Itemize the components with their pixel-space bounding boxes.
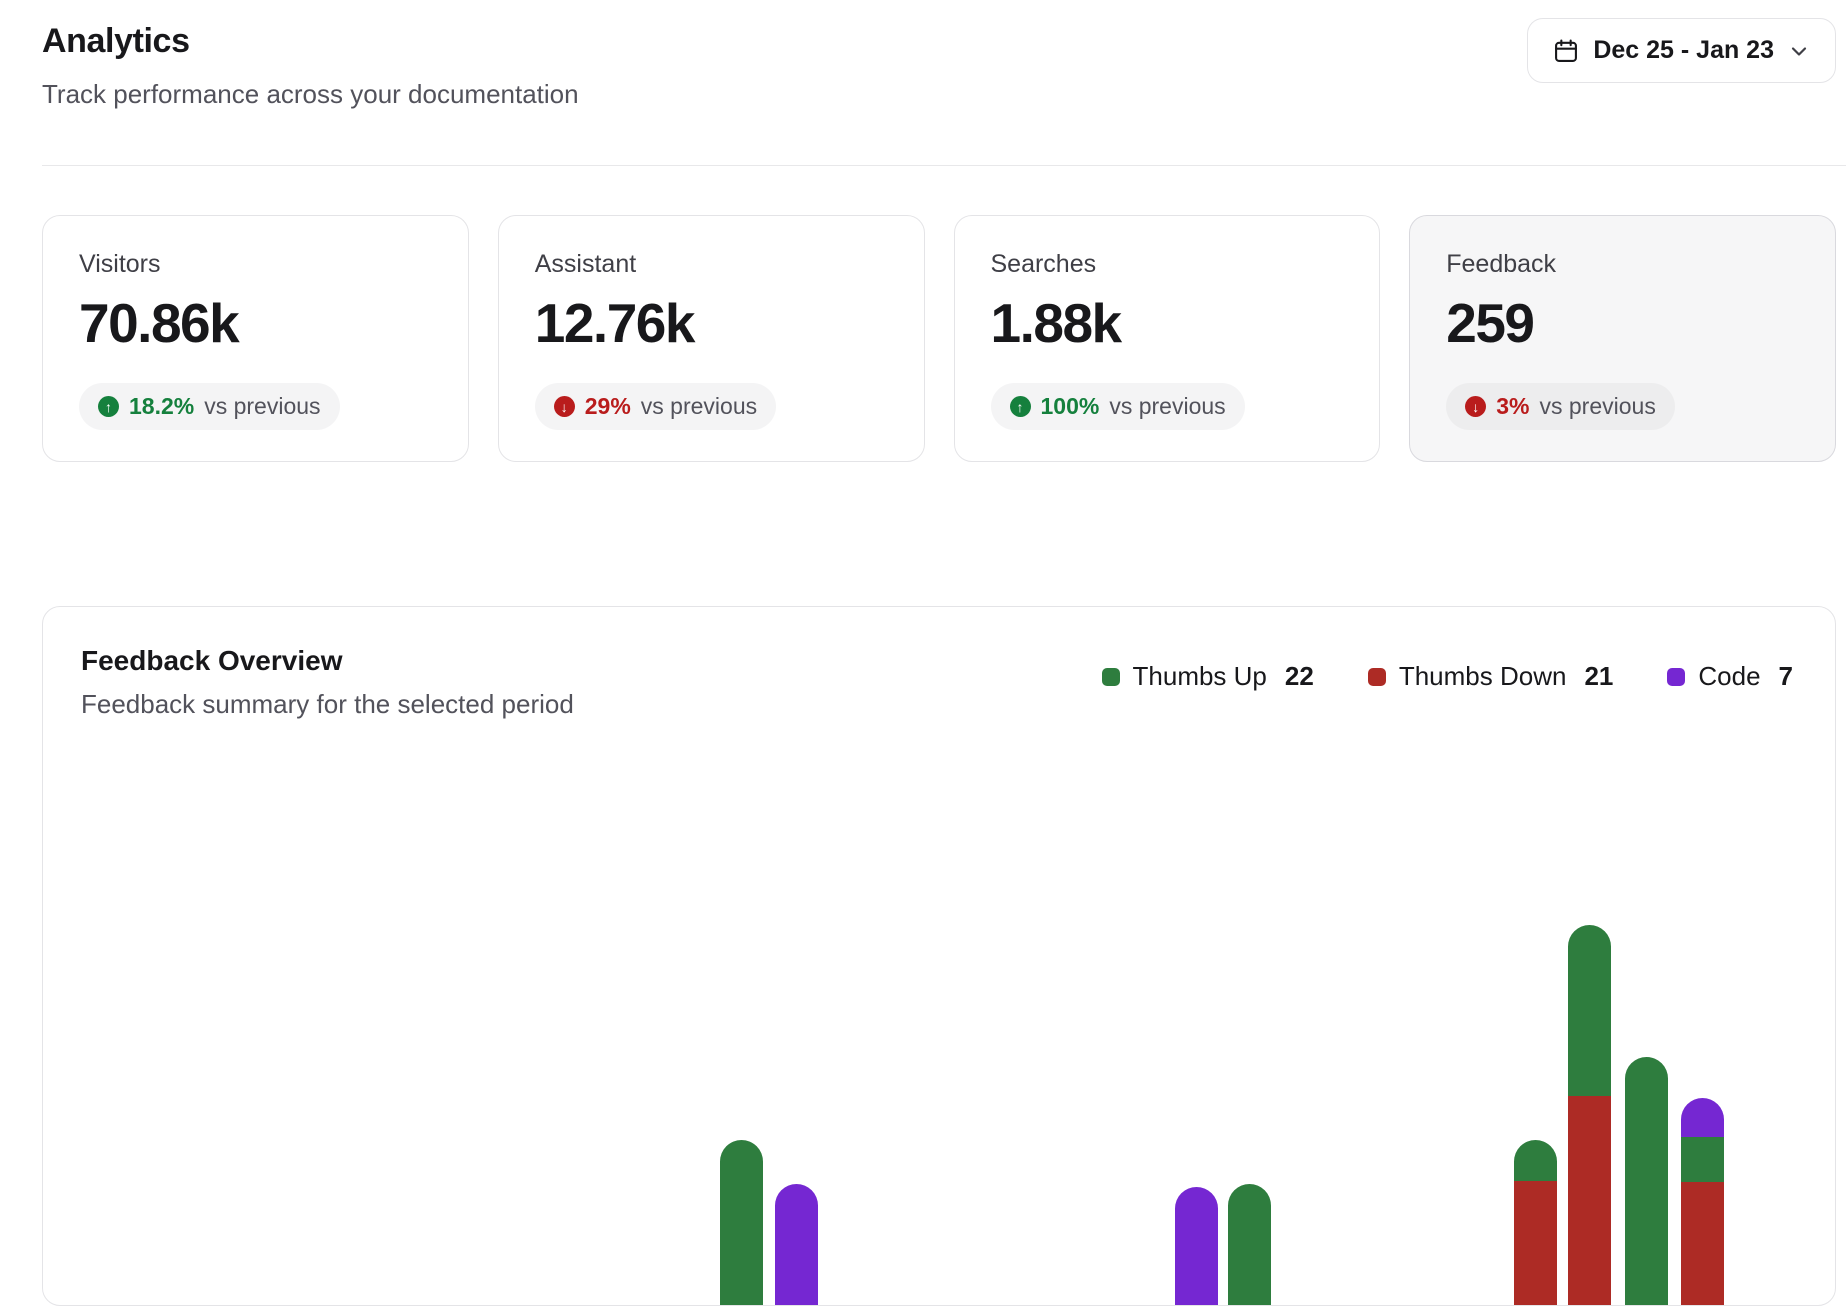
chart-bar[interactable] [775, 1184, 818, 1305]
chart-bar-segment-up [1228, 1184, 1271, 1305]
stat-value: 1.88k [990, 292, 1123, 354]
legend-item-thumbs-up[interactable]: Thumbs Up 22 [1101, 661, 1314, 692]
trend-down-icon [553, 396, 575, 417]
stat-card-feedback[interactable]: Feedback 259 3% vs previous [1409, 215, 1836, 462]
trend-badge: 29% vs previous [534, 383, 777, 430]
stat-value: 70.86k [79, 292, 240, 354]
header-divider [42, 165, 1846, 166]
chart-bar[interactable] [1568, 925, 1611, 1305]
trend-delta: 29% [584, 393, 631, 419]
legend-count: 22 [1284, 661, 1314, 691]
page-header: Analytics Track performance across your … [0, 0, 1846, 165]
trend-delta: 100% [1040, 393, 1100, 419]
analytics-page: Analytics Track performance across your … [0, 0, 1846, 1210]
chart-bar-segment-down [1514, 1181, 1557, 1305]
chart-legend: Thumbs Up 22 Thumbs Down 21 Code 7 [1101, 661, 1793, 692]
page-subtitle: Track performance across your documentat… [42, 79, 579, 109]
thumbs-down-swatch-icon [1367, 667, 1386, 686]
code-swatch-icon [1667, 667, 1686, 686]
chart-bar-segment-up [720, 1140, 763, 1305]
stat-label: Searches [990, 250, 1097, 278]
trend-badge: 3% vs previous [1446, 383, 1675, 430]
section-title: Feedback Overview [81, 645, 343, 676]
date-range-picker[interactable]: Dec 25 - Jan 23 [1527, 18, 1836, 83]
stats-row: Visitors 70.86k 18.2% vs previous Assist… [42, 215, 1836, 462]
trend-up-icon [1009, 396, 1031, 417]
chart-bar[interactable] [1681, 1098, 1724, 1305]
trend-comparison-label: vs previous [1109, 393, 1226, 419]
feedback-overview-heading-group: Feedback Overview Feedback summary for t… [81, 645, 574, 720]
legend-item-thumbs-down[interactable]: Thumbs Down 21 [1367, 661, 1614, 692]
trend-delta: 3% [1496, 393, 1530, 419]
chevron-down-icon [1787, 39, 1811, 63]
trend-badge: 100% vs previous [990, 383, 1245, 430]
legend-item-code[interactable]: Code 7 [1667, 661, 1793, 692]
chart-bar[interactable] [1514, 1140, 1557, 1305]
section-subtitle: Feedback summary for the selected period [81, 689, 574, 719]
page-heading-group: Analytics Track performance across your … [42, 16, 579, 110]
legend-count: 21 [1584, 661, 1614, 691]
chart-bar[interactable] [1228, 1184, 1271, 1305]
stat-label: Assistant [534, 250, 637, 278]
thumbs-up-swatch-icon [1101, 667, 1120, 686]
legend-count: 7 [1778, 661, 1793, 691]
page-title: Analytics [42, 22, 190, 60]
chart-bar-segment-down [1568, 1096, 1611, 1305]
chart-bar-segment-down [1681, 1182, 1724, 1305]
stat-label: Visitors [79, 250, 161, 278]
chart-bar[interactable] [720, 1140, 763, 1305]
trend-up-icon [98, 396, 119, 417]
chart-bar[interactable] [1175, 1187, 1218, 1305]
legend-label: Thumbs Down [1398, 661, 1567, 691]
trend-badge: 18.2% vs previous [79, 383, 340, 430]
trend-delta: 18.2% [129, 393, 195, 419]
chart-bar[interactable] [1625, 1057, 1668, 1305]
stat-value: 12.76k [534, 292, 696, 354]
chart-bar-segment-up [1568, 925, 1611, 1096]
chart-bar-segment-up [1514, 1140, 1557, 1181]
chart-bar-segment-code [775, 1184, 818, 1305]
stat-card-visitors[interactable]: Visitors 70.86k 18.2% vs previous [42, 215, 469, 462]
feedback-overview-header: Feedback Overview Feedback summary for t… [43, 607, 1835, 720]
chart-bar-segment-up [1625, 1057, 1668, 1305]
stat-label: Feedback [1446, 250, 1557, 278]
chart-bar-segment-up [1681, 1137, 1724, 1182]
stat-value: 259 [1446, 292, 1535, 354]
trend-comparison-label: vs previous [204, 393, 321, 419]
legend-label: Thumbs Up [1132, 661, 1267, 691]
calendar-icon [1552, 37, 1580, 65]
stat-card-searches[interactable]: Searches 1.88k 100% vs previous [953, 215, 1381, 462]
trend-down-icon [1465, 396, 1487, 417]
stat-card-assistant[interactable]: Assistant 12.76k 29% vs previous [497, 215, 925, 462]
feedback-overview-card: Feedback Overview Feedback summary for t… [42, 606, 1836, 1306]
chart-bar-segment-code [1681, 1098, 1724, 1137]
trend-comparison-label: vs previous [1539, 393, 1656, 419]
legend-label: Code [1698, 661, 1761, 691]
trend-comparison-label: vs previous [640, 393, 758, 419]
date-range-label: Dec 25 - Jan 23 [1593, 36, 1774, 64]
chart-bar-segment-code [1175, 1187, 1218, 1305]
